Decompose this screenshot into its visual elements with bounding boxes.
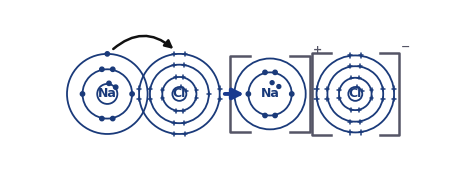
Circle shape xyxy=(273,113,277,118)
Circle shape xyxy=(110,67,115,71)
Circle shape xyxy=(80,92,85,96)
Text: Cl: Cl xyxy=(173,87,186,100)
Circle shape xyxy=(130,92,134,96)
Text: −: − xyxy=(401,42,410,52)
Circle shape xyxy=(114,85,118,89)
Circle shape xyxy=(100,116,104,121)
Circle shape xyxy=(273,70,277,75)
Circle shape xyxy=(246,92,251,96)
Circle shape xyxy=(270,81,274,85)
Circle shape xyxy=(263,70,267,75)
Circle shape xyxy=(290,92,294,96)
Text: Na: Na xyxy=(261,87,280,100)
Text: Cl: Cl xyxy=(349,87,362,100)
Circle shape xyxy=(263,113,267,118)
Circle shape xyxy=(105,52,109,56)
Circle shape xyxy=(107,81,111,86)
Circle shape xyxy=(277,85,281,89)
Circle shape xyxy=(110,116,115,121)
Circle shape xyxy=(100,67,104,71)
Text: +: + xyxy=(313,45,322,55)
Text: Na: Na xyxy=(98,87,117,100)
